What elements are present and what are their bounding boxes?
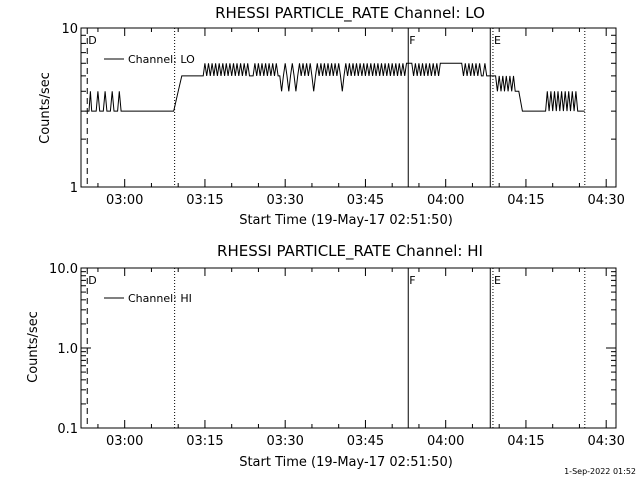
hi-marker-label: F bbox=[409, 274, 415, 287]
footer-date-stamp: 1-Sep-2022 01:52 bbox=[564, 467, 636, 476]
hi-y-axis-label: Counts/sec bbox=[26, 311, 41, 383]
hi-legend-label: Channel: HI bbox=[128, 292, 192, 305]
hi-x-tick-label: 03:30 bbox=[266, 434, 303, 449]
hi-x-tick-label: 03:00 bbox=[106, 434, 143, 449]
lo-plot-frame bbox=[80, 27, 617, 188]
hi-x-tick-label: 03:15 bbox=[186, 434, 223, 449]
lo-x-tick-label: 03:45 bbox=[347, 193, 384, 208]
lo-marker-label: E bbox=[494, 34, 501, 47]
lo-x-tick-label: 04:00 bbox=[427, 193, 464, 208]
lo-y-axis-label: Counts/sec bbox=[38, 72, 53, 144]
lo-series bbox=[85, 62, 585, 112]
lo-x-tick-label: 04:15 bbox=[507, 193, 544, 208]
lo-legend-label: Channel: LO bbox=[128, 53, 195, 66]
lo-x-tick-label: 03:00 bbox=[106, 193, 143, 208]
hi-y-tick-label: 0.1 bbox=[57, 422, 78, 437]
hi-x-tick-label: 04:15 bbox=[507, 434, 544, 449]
lo-marker-label: D bbox=[88, 34, 96, 47]
hi-x-tick-label: 03:45 bbox=[347, 434, 384, 449]
lo-channel-panel: RHESSI PARTICLE_RATE Channel: LO Counts/… bbox=[38, 4, 625, 228]
lo-axes: 03:00 03:15 03:30 03:45 04:00 04:15 04:30 1 10 bbox=[61, 22, 624, 208]
lo-x-tick-label: 04:30 bbox=[587, 193, 624, 208]
hi-x-axis-label: Start Time (19-May-17 02:51:50) bbox=[239, 455, 453, 470]
lo-marker-label: F bbox=[409, 34, 415, 47]
hi-legend: Channel: HI bbox=[104, 292, 192, 305]
hi-chart-title: RHESSI PARTICLE_RATE Channel: HI bbox=[217, 242, 483, 261]
hi-marker-label: D bbox=[88, 274, 96, 287]
hi-x-tick-label: 04:30 bbox=[587, 434, 624, 449]
lo-x-tick-label: 03:30 bbox=[266, 193, 303, 208]
hi-y-tick-label: 1.0 bbox=[57, 342, 78, 357]
lo-chart-title: RHESSI PARTICLE_RATE Channel: LO bbox=[215, 4, 485, 23]
hi-x-tick-label: 04:00 bbox=[427, 434, 464, 449]
lo-y-tick-label: 1 bbox=[70, 181, 78, 196]
hi-marker-label: E bbox=[494, 274, 501, 287]
hi-y-tick-label: 10.0 bbox=[49, 262, 78, 277]
lo-legend: Channel: LO bbox=[104, 53, 195, 66]
hi-channel-panel: RHESSI PARTICLE_RATE Channel: HI Counts/… bbox=[26, 242, 625, 470]
lo-x-tick-label: 03:15 bbox=[186, 193, 223, 208]
lo-series-line bbox=[85, 62, 585, 112]
lo-y-tick-label: 10 bbox=[61, 22, 78, 37]
lo-x-axis-label: Start Time (19-May-17 02:51:50) bbox=[239, 213, 453, 228]
hi-axes: 03:00 03:15 03:30 03:45 04:00 04:15 04:30 0.1 1.… bbox=[49, 262, 625, 449]
